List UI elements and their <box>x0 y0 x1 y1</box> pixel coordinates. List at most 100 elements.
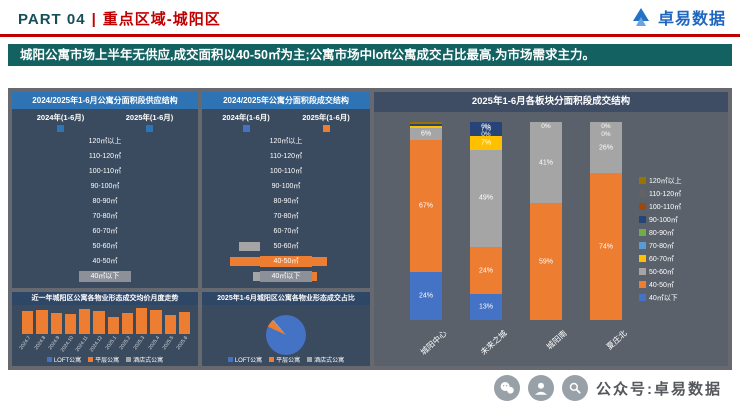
dashboard-area: 2024/2025年1-6月公寓分面积段供应结构 2024年(1-6月) 202… <box>8 88 732 370</box>
bf-label: 50-60㎡ <box>92 243 118 250</box>
bf-row: 110-120㎡ <box>206 149 366 164</box>
bf-side <box>206 224 260 239</box>
pbar <box>150 310 162 334</box>
lg-item: 80-90㎡ <box>639 226 723 239</box>
wechat-label: 公众号:卓易数据 <box>596 380 722 398</box>
bf-label: 100-110㎡ <box>88 168 122 175</box>
scol: 24% 67% 6% <box>410 122 442 320</box>
lg-item: 120㎡以上 <box>639 174 723 187</box>
bf-row: 60-70㎡ <box>206 224 366 239</box>
scat: 未来之城 <box>478 328 509 357</box>
supply-structure-panel: 2024/2025年1-6月公寓分面积段供应结构 2024年(1-6月) 202… <box>12 92 198 288</box>
bf-side <box>16 209 79 224</box>
brand-logo: 卓易数据 <box>629 5 726 29</box>
deal-column-headers: 2024年(1-6月) 2025年(1-6月) <box>202 109 370 132</box>
bf-side <box>206 254 260 269</box>
title-separator: | <box>91 11 97 28</box>
bf-row: 90-100㎡ <box>16 179 194 194</box>
zl: 0% <box>481 131 491 138</box>
bf-side <box>206 149 260 164</box>
bf-side <box>312 269 366 284</box>
bf-side <box>131 254 194 269</box>
ml-item: 平层公寓 <box>88 355 119 364</box>
bf-row: 120㎡以上 <box>16 134 194 149</box>
plab: 2025.4 <box>147 335 161 351</box>
seg-label: 7% <box>480 125 492 133</box>
pie-legend: LOFT公寓 平层公寓 酒店式公寓 <box>202 355 370 364</box>
bf-side <box>16 134 79 149</box>
pcol: 2024.12 <box>89 308 105 353</box>
pcol: 2025.6 <box>176 308 190 351</box>
bf-side <box>312 134 366 149</box>
pbar <box>93 310 105 334</box>
ml-sq <box>46 357 52 362</box>
lg-txt: 120㎡以上 <box>649 177 682 185</box>
circle <box>569 382 578 391</box>
scol: 59% 41% 0% <box>530 122 562 320</box>
bf-bar <box>252 272 260 281</box>
legend-swatch-2024 <box>57 125 64 132</box>
bf-bar <box>230 257 260 266</box>
zl: 0% <box>601 123 611 130</box>
ml-item: 酒店式公寓 <box>126 355 163 364</box>
lg-txt: 60-70㎡ <box>649 255 674 263</box>
lg-item: 60-70㎡ <box>639 252 723 265</box>
scat: 城阳中心 <box>418 328 449 357</box>
bf-row: 40㎡以下 <box>206 269 366 284</box>
deal-butterfly-chart: 120㎡以上 110-120㎡ 100-110㎡ 90-100㎡ 80-90㎡ 70-80… <box>202 132 370 284</box>
ml-txt: 平层公寓 <box>95 358 120 364</box>
lg-txt: 80-90㎡ <box>649 229 674 237</box>
seg: 41% <box>530 122 562 204</box>
pbar <box>22 311 34 334</box>
bf-row: 90-100㎡ <box>206 179 366 194</box>
bf-label: 60-70㎡ <box>92 228 118 235</box>
bf-label: 90-100㎡ <box>271 183 301 190</box>
ml-sq <box>126 357 132 362</box>
lg-item: 50-60㎡ <box>639 265 723 278</box>
circle <box>502 385 505 387</box>
pie-area <box>202 315 370 355</box>
path <box>632 8 649 21</box>
bf-row: 40-50㎡ <box>206 254 366 269</box>
bf-label: 120㎡以上 <box>269 138 303 145</box>
stacked-panel-title: 2025年1-6月各板块分面积段成交结构 <box>374 92 728 112</box>
part-label: PART 04 <box>18 11 86 28</box>
col-2025: 2025年(1-6月) <box>286 112 366 132</box>
bf-bar <box>239 242 260 251</box>
plab: 2025.3 <box>132 335 147 351</box>
col-2025-label: 2025年(1-6月) <box>125 113 174 122</box>
legend-swatch-2025 <box>322 125 330 132</box>
ml-item: 平层公寓 <box>269 355 300 364</box>
pbar <box>164 314 176 334</box>
plab: 2024.10 <box>60 335 76 354</box>
stacked-legend: 120㎡以上 110-120㎡ 100-110㎡ 90-100㎡ 80-90㎡ 70-80… <box>639 174 723 304</box>
deal-panel-title: 2024/2025年公寓分面积段成交结构 <box>202 92 370 109</box>
bf-label: 40-50㎡ <box>260 256 312 267</box>
lg-item: 100-110㎡ <box>639 200 723 213</box>
circle <box>505 385 508 387</box>
bf-label: 40㎡以下 <box>260 271 312 282</box>
bf-label: 80-90㎡ <box>273 198 299 205</box>
lg-sq <box>639 216 646 223</box>
seg: 74% <box>590 173 622 320</box>
bf-side <box>206 179 260 194</box>
bf-side <box>206 134 260 149</box>
price-panel-title: 近一年城阳区公寓各物业形态成交均价月度走势 <box>12 292 198 305</box>
type-share-panel: 2025年1-6月城阳区公寓各物业形态成交占比 LOFT公寓 平层公寓 酒店式公寓 <box>202 292 370 366</box>
seg-label: 26% <box>598 144 613 152</box>
bf-row: 100-110㎡ <box>16 164 194 179</box>
lg-txt: 100-110㎡ <box>649 203 682 211</box>
lg-txt: 40-50㎡ <box>649 281 674 289</box>
seg-label: 7% <box>480 139 492 147</box>
pbar <box>50 313 62 334</box>
path <box>635 17 646 26</box>
lg-item: 110-120㎡ <box>639 187 723 200</box>
bf-row: 40-50㎡ <box>16 254 194 269</box>
pbar <box>121 313 133 334</box>
ml-txt: 平层公寓 <box>276 358 301 364</box>
section-title: 重点区域-城阳区 <box>102 11 221 28</box>
bf-label: 110-120㎡ <box>88 153 122 160</box>
lg-item: 40-50㎡ <box>639 278 723 291</box>
ml-sq <box>88 357 94 362</box>
